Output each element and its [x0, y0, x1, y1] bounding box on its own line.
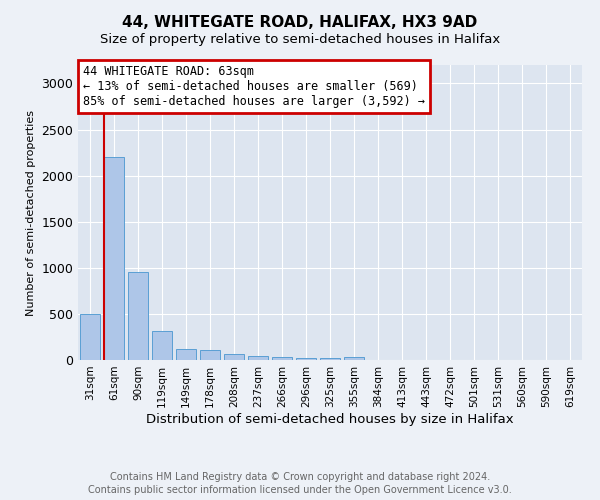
Text: Contains public sector information licensed under the Open Government Licence v3: Contains public sector information licen…	[88, 485, 512, 495]
Bar	[200, 350, 220, 360]
Bar	[224, 354, 244, 360]
Bar	[344, 357, 364, 360]
Y-axis label: Number of semi-detached properties: Number of semi-detached properties	[26, 110, 36, 316]
Bar	[104, 157, 124, 360]
Bar	[152, 332, 172, 360]
Bar	[272, 357, 292, 360]
Bar	[128, 272, 148, 360]
Bar	[176, 350, 196, 360]
Bar	[296, 358, 316, 360]
Bar	[80, 314, 100, 360]
Text: Size of property relative to semi-detached houses in Halifax: Size of property relative to semi-detach…	[100, 32, 500, 46]
Bar	[248, 356, 268, 360]
Text: 44 WHITEGATE ROAD: 63sqm
← 13% of semi-detached houses are smaller (569)
85% of : 44 WHITEGATE ROAD: 63sqm ← 13% of semi-d…	[83, 65, 425, 108]
Text: 44, WHITEGATE ROAD, HALIFAX, HX3 9AD: 44, WHITEGATE ROAD, HALIFAX, HX3 9AD	[122, 15, 478, 30]
Text: Distribution of semi-detached houses by size in Halifax: Distribution of semi-detached houses by …	[146, 412, 514, 426]
Bar	[320, 358, 340, 360]
Text: Contains HM Land Registry data © Crown copyright and database right 2024.: Contains HM Land Registry data © Crown c…	[110, 472, 490, 482]
